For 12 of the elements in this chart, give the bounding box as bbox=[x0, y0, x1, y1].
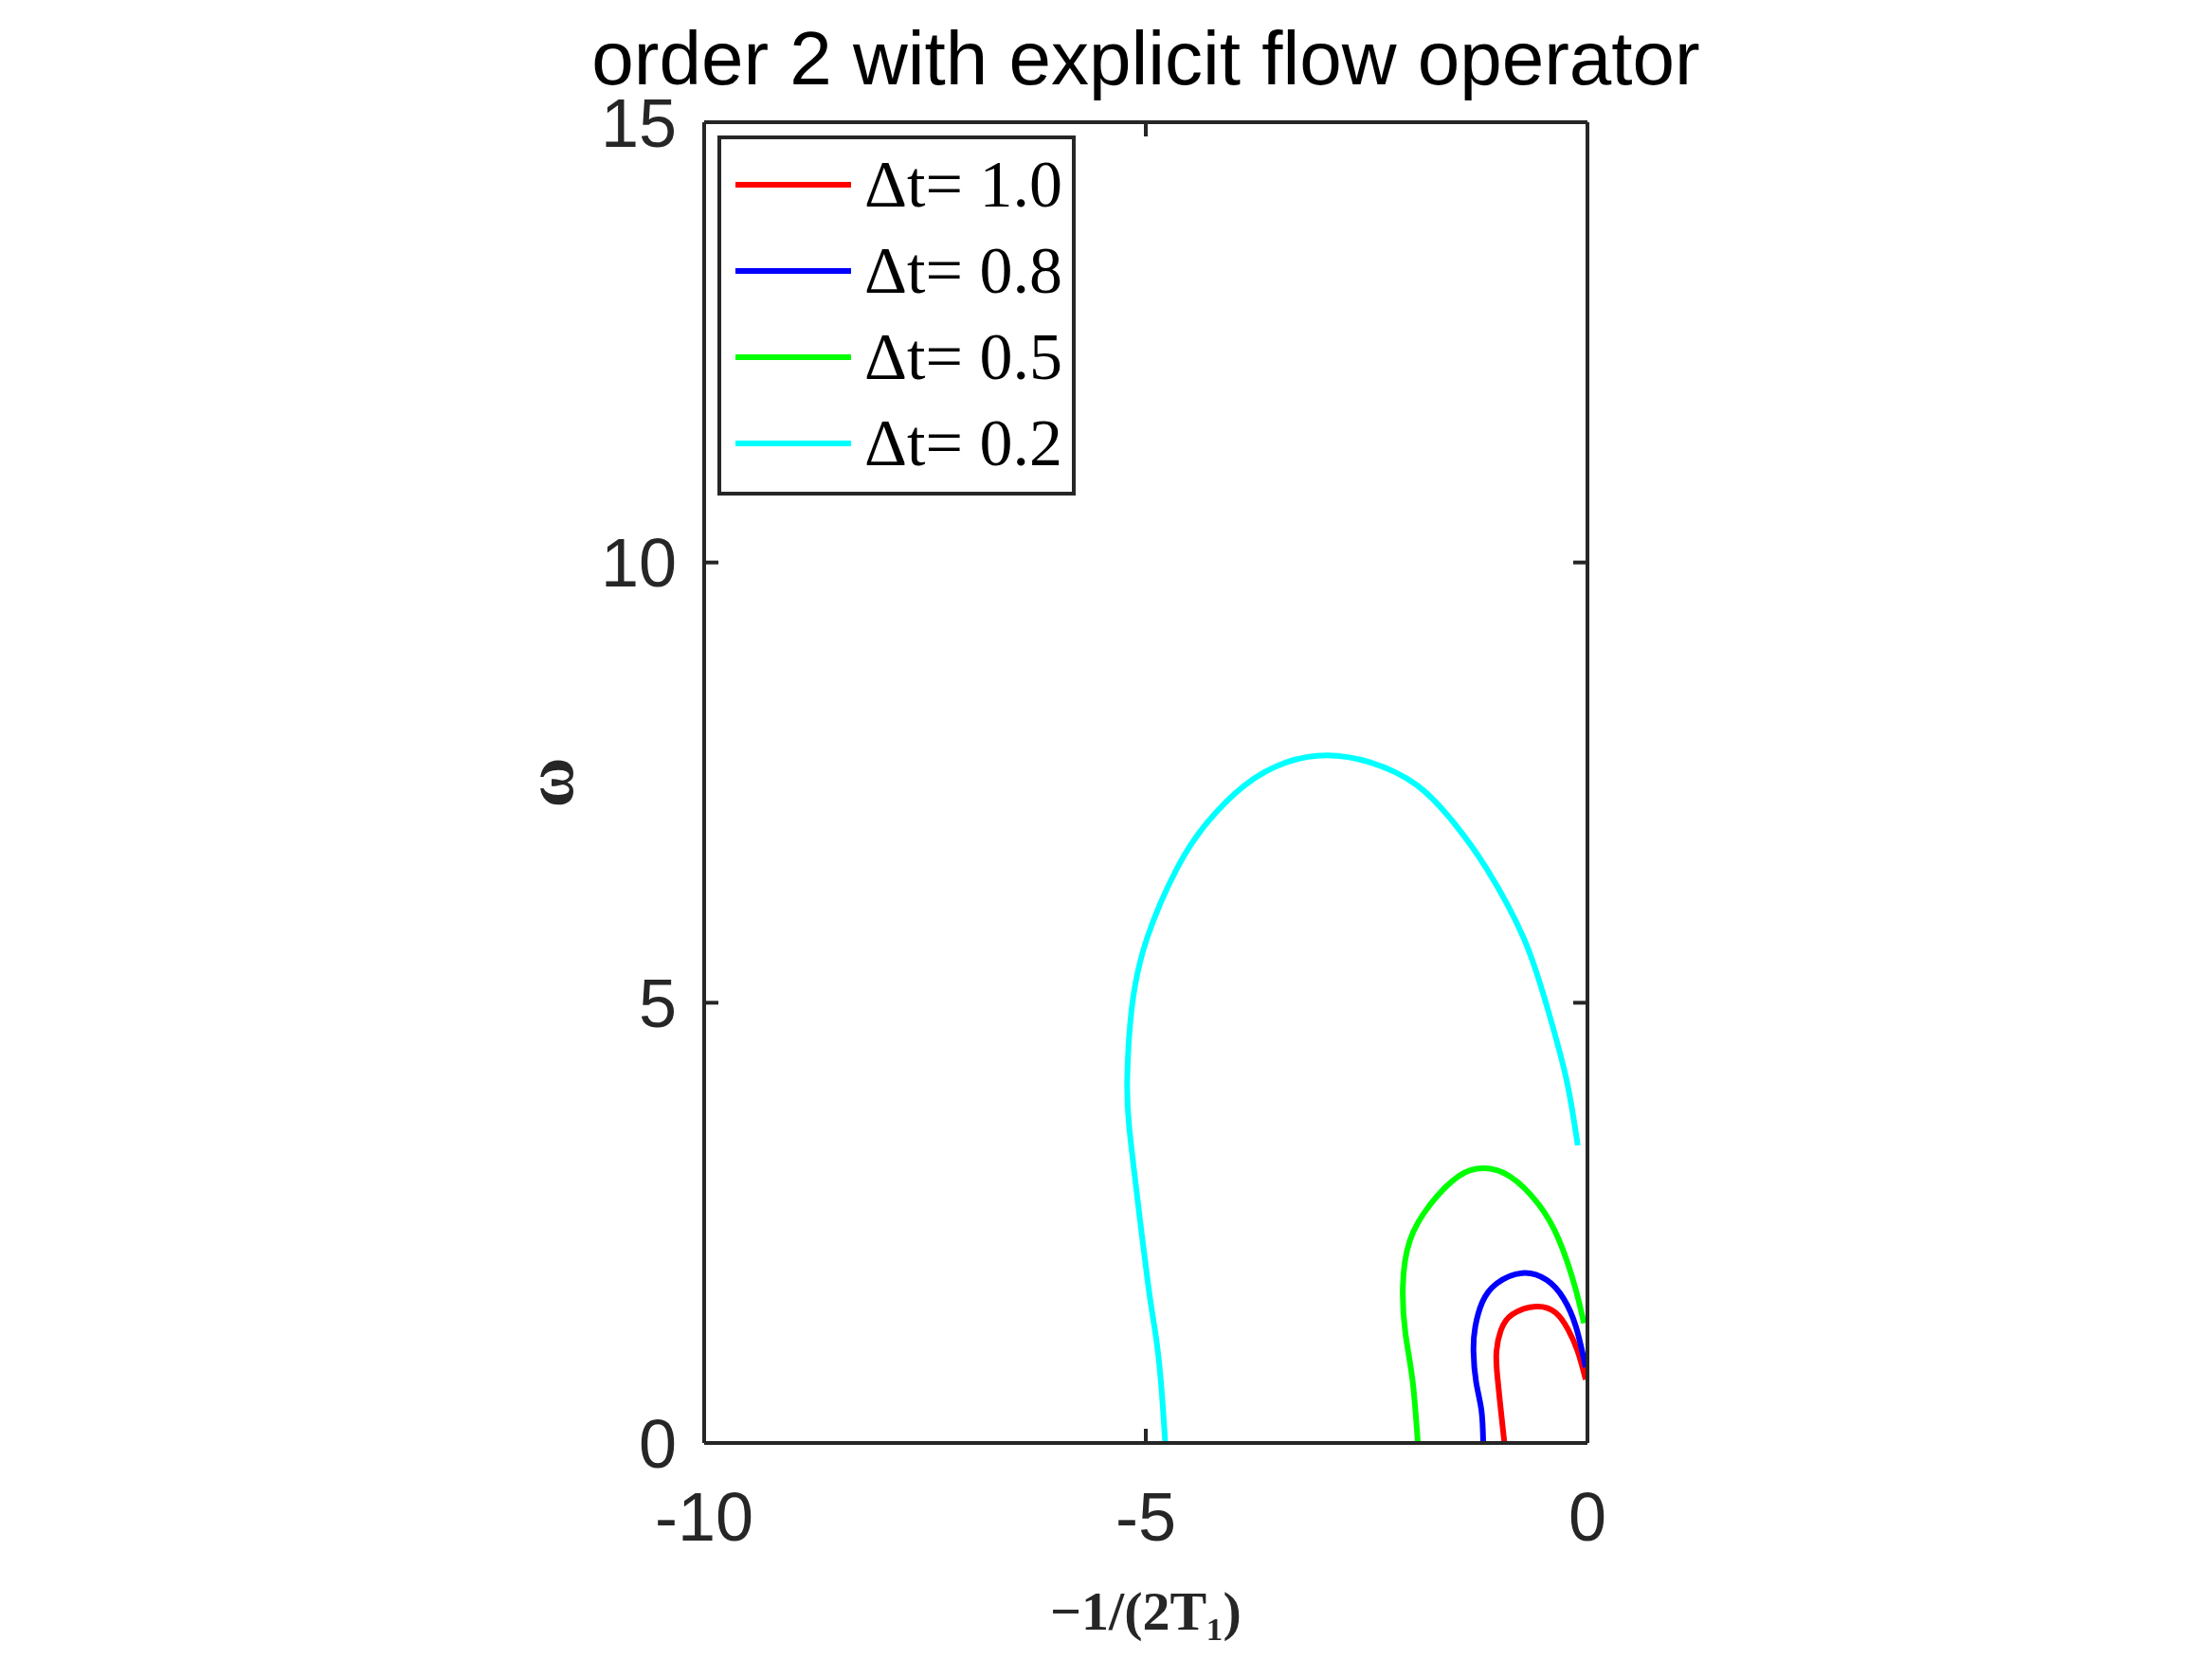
legend-label: Δt= 0.2 bbox=[864, 405, 1062, 481]
x-tick-label: -5 bbox=[1115, 1479, 1177, 1556]
y-tick-label: 10 bbox=[600, 525, 677, 602]
y-axis-title: ω bbox=[512, 756, 588, 810]
legend-label: Δt= 0.5 bbox=[864, 318, 1062, 395]
x-tick-label: 0 bbox=[1568, 1479, 1607, 1556]
legend-label: Δt= 0.8 bbox=[864, 232, 1062, 309]
y-tick-label: 5 bbox=[638, 965, 677, 1041]
y-tick-label: 0 bbox=[638, 1405, 677, 1482]
x-tick-label: -10 bbox=[654, 1479, 754, 1556]
x-axis-title: −1/(2T₁) bbox=[1049, 1580, 1242, 1643]
legend-label: Δt= 1.0 bbox=[864, 146, 1062, 223]
